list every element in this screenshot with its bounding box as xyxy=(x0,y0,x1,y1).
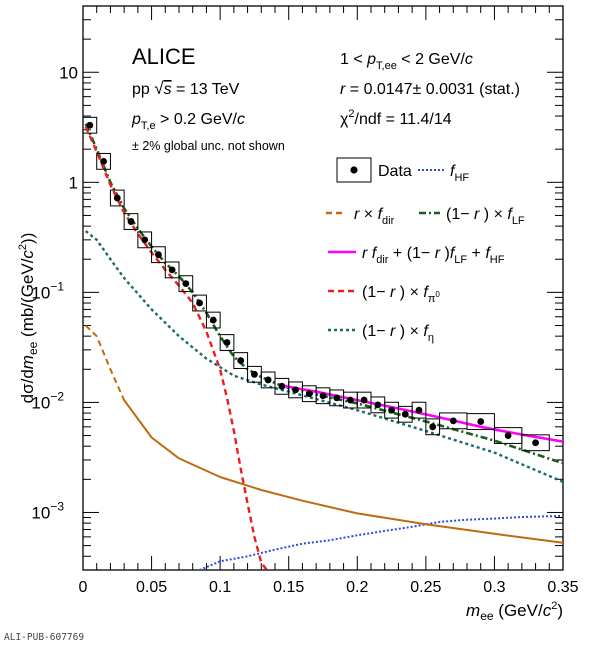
data-point xyxy=(223,339,231,346)
data-point xyxy=(168,266,176,274)
data-box xyxy=(123,213,139,230)
data-point xyxy=(374,401,382,409)
data-point xyxy=(388,406,395,414)
data-point xyxy=(292,386,299,394)
legend-sum-label: r fdir + (1− r )fLF + fHF xyxy=(362,245,505,266)
pt-range-label: 1 < pT,ee < 2 GeV/c xyxy=(340,51,473,72)
data-point xyxy=(141,236,149,244)
data-point xyxy=(278,382,286,390)
data-box xyxy=(96,152,111,170)
x-tick-labels: 0 0.05 0.1 0.15 0.2 0.25 0.3 0.35 xyxy=(79,579,579,596)
series-lf xyxy=(84,123,563,465)
legend-data-box xyxy=(336,157,372,183)
y-tick-label: 10 xyxy=(59,63,78,82)
data-point xyxy=(251,370,258,378)
r-value-label: r = 0.0147± 0.0031 (stat.) xyxy=(340,81,520,98)
data-point xyxy=(504,432,512,439)
legend-lf-label: (1− r ) × fLF xyxy=(446,206,525,227)
x-tick-label: 0.3 xyxy=(483,579,505,596)
data-point xyxy=(401,410,409,418)
y-tick-label: 10−1 xyxy=(31,279,64,302)
data-point xyxy=(100,157,107,165)
data-box xyxy=(137,231,153,249)
legend-item-hf: fHF xyxy=(418,163,469,184)
x-tick-label: 0 xyxy=(79,579,88,596)
plot-frame xyxy=(82,5,564,571)
data-point xyxy=(319,392,327,400)
series-hf xyxy=(199,514,563,570)
data-points xyxy=(83,116,550,452)
chi2-label: χ2/ndf = 11.4/14 xyxy=(340,108,452,128)
system-label: pp √s = 13 TeV xyxy=(132,79,240,98)
cut-label: pT,e > 0.2 GeV/c xyxy=(131,111,245,132)
data-box xyxy=(109,189,125,207)
x-tick-label: 0.25 xyxy=(410,579,441,596)
data-point xyxy=(127,218,135,225)
data-box xyxy=(205,311,221,329)
data-point xyxy=(305,390,313,398)
data-box xyxy=(233,352,249,369)
chart: 0 0.05 0.1 0.15 0.2 0.25 0.3 0.35 10−310−210−11… xyxy=(17,5,579,623)
data-point xyxy=(237,357,245,364)
data-point xyxy=(209,316,217,324)
x-tick-label: 0.2 xyxy=(346,579,368,596)
data-point xyxy=(347,396,354,404)
legend-item-eta: (1− r ) × fη xyxy=(328,323,434,344)
data-point xyxy=(532,439,539,447)
x-tick-label: 0.35 xyxy=(547,579,578,596)
data-point xyxy=(155,251,162,259)
y-tick-label: 1 xyxy=(69,173,78,192)
x-tick-label: 0.15 xyxy=(273,579,304,596)
experiment-label: ALICE xyxy=(132,44,196,69)
data-box xyxy=(164,261,180,279)
x-tick-label: 0.05 xyxy=(136,579,167,596)
data-box xyxy=(83,116,98,134)
legend-item-dir: r × fdir xyxy=(326,206,395,227)
legend-eta-label: (1− r ) × fη xyxy=(362,323,434,344)
legend-item-sum: r fdir + (1− r )fLF + fHF xyxy=(328,245,505,266)
data-box xyxy=(192,294,207,312)
data-point xyxy=(264,376,272,384)
legend-data-label: Data xyxy=(378,163,412,180)
series-pi0 xyxy=(84,126,268,570)
data-box xyxy=(219,334,235,351)
series-eta xyxy=(84,230,563,483)
data-point xyxy=(182,280,190,288)
data-point xyxy=(196,299,203,307)
y-tick-label: 10−2 xyxy=(31,389,64,412)
legend-pi0-label: (1− r ) × fπ0 xyxy=(362,284,440,305)
series-layer xyxy=(84,123,563,570)
y-tick-labels: 10−3 10−2 10−1 1 10 xyxy=(31,63,78,522)
y-tick-label: 10−3 xyxy=(31,499,64,522)
data-point xyxy=(477,418,485,425)
x-tick-label: 0.1 xyxy=(209,579,231,596)
axis-ticks xyxy=(82,5,564,571)
data-box xyxy=(178,275,194,293)
legend-dir-label: r × fdir xyxy=(354,206,395,227)
publication-id: ALI-PUB-607769 xyxy=(4,632,85,643)
legend-hf-label: fHF xyxy=(450,163,469,184)
data-point xyxy=(333,394,341,402)
data-box xyxy=(521,434,550,452)
legend-data-marker xyxy=(350,166,358,174)
legend: Data fHF r × fdir (1− r ) × fLF r fdir +… xyxy=(326,157,525,344)
data-point xyxy=(360,396,368,404)
legend-item-pi0: (1− r ) × fπ0 xyxy=(328,284,440,305)
x-axis-label: mee (GeV/c2) xyxy=(466,600,563,623)
data-point xyxy=(449,417,457,425)
data-box xyxy=(151,246,166,264)
data-point xyxy=(429,423,437,431)
data-point xyxy=(415,406,423,414)
data-box xyxy=(411,401,427,419)
y-axis-label: dσ/dmee (mb/(GeV/c2)) xyxy=(17,233,40,404)
data-box xyxy=(466,413,495,430)
data-point xyxy=(113,194,121,202)
data-point xyxy=(86,121,94,129)
global-unc-note: ± 2% global unc. not shown xyxy=(132,139,285,153)
series-dir xyxy=(85,324,563,544)
legend-item-data: Data xyxy=(336,157,412,183)
legend-item-lf: (1− r ) × fLF xyxy=(419,206,525,227)
